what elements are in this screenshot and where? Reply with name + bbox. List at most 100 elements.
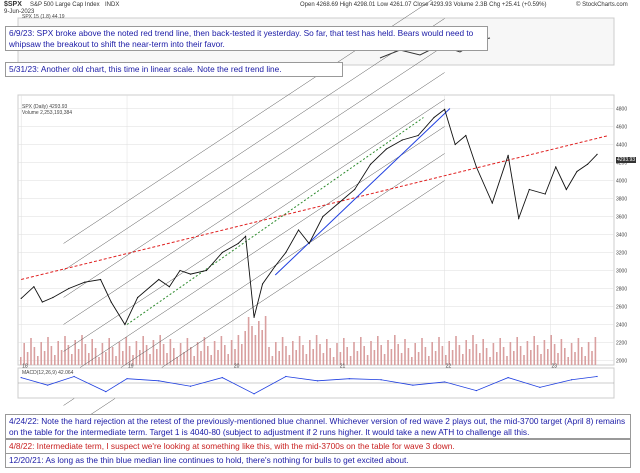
macd-point xyxy=(253,393,255,395)
volume-bar xyxy=(336,343,338,365)
volume-bar xyxy=(536,345,539,365)
volume-bar xyxy=(540,354,542,365)
volume-legend: Volume 2,253,193,384 xyxy=(22,110,73,116)
blue-median-line xyxy=(274,108,451,276)
volume-bar xyxy=(139,350,141,365)
price-tick-label: 2800 xyxy=(616,287,627,293)
macd-point xyxy=(20,376,22,379)
exchange-label: INDX xyxy=(105,2,120,8)
volume-bar xyxy=(298,336,301,365)
volume-bar xyxy=(560,339,563,365)
volume-bar xyxy=(258,321,260,365)
volume-bar xyxy=(37,356,39,365)
volume-bar xyxy=(179,343,182,365)
volume-bar xyxy=(271,356,274,365)
volume-bar xyxy=(370,341,372,365)
channel-line xyxy=(63,45,445,298)
volume-bar xyxy=(383,354,386,365)
note-12-20-21: 12/20/21: As long as the thin blue media… xyxy=(5,453,631,468)
price-tick-label: 4200 xyxy=(616,161,627,167)
price-point xyxy=(205,269,208,272)
price-point xyxy=(179,269,181,272)
volume-bar xyxy=(115,356,117,365)
price-tick-label: 2600 xyxy=(616,305,627,311)
volume-bar xyxy=(142,336,144,365)
volume-bar xyxy=(465,340,467,365)
macd-point xyxy=(412,384,414,386)
macd-point xyxy=(316,380,319,382)
volume-bar xyxy=(438,337,440,365)
macd-label: MACD(12,26,9) 42.064 xyxy=(22,370,74,376)
price-point xyxy=(41,301,43,303)
x-tick-label: 18 xyxy=(22,364,28,370)
macd-point xyxy=(380,379,382,381)
macd-point xyxy=(221,376,223,379)
price-point xyxy=(261,283,264,285)
volume-bar xyxy=(417,352,420,365)
volume-bar xyxy=(322,353,325,365)
volume-bar xyxy=(281,337,284,365)
price-point xyxy=(189,273,192,275)
channel-line xyxy=(63,18,445,271)
volume-bar xyxy=(254,335,257,365)
x-tick-label: 21 xyxy=(340,364,346,370)
price-point xyxy=(168,286,170,288)
volume-bar xyxy=(105,352,107,365)
price-tick-label: 2000 xyxy=(616,359,627,365)
volume-bar xyxy=(30,338,32,365)
macd-point xyxy=(348,378,350,380)
macd-point xyxy=(444,381,446,383)
price-series-line xyxy=(20,108,598,326)
macd-point xyxy=(539,386,541,388)
volume-bar xyxy=(190,347,192,365)
price-point xyxy=(385,148,387,150)
volume-bar xyxy=(411,357,413,365)
volume-bar xyxy=(496,352,498,365)
price-tick-label: 2200 xyxy=(616,341,627,347)
volume-bar xyxy=(156,349,158,365)
mini-panel-label: SPX 15 (1.8) 44.19 xyxy=(22,14,65,20)
index-name: S&P 500 Large Cap Index xyxy=(30,2,100,8)
volume-bar xyxy=(581,347,583,365)
volume-bar xyxy=(339,352,342,365)
x-tick-label: 22 xyxy=(446,364,452,370)
volume-bar xyxy=(543,340,546,365)
volume-bar xyxy=(88,353,90,365)
volume-bar xyxy=(441,346,444,365)
price-point xyxy=(245,235,247,237)
price-point xyxy=(253,316,255,318)
volume-bar xyxy=(448,341,450,365)
volume-bar xyxy=(278,351,280,365)
volume-bar xyxy=(472,335,474,365)
volume-bar xyxy=(516,337,518,365)
symbol-label: $SPX xyxy=(4,1,22,8)
volume-bar xyxy=(458,345,461,365)
volume-bar xyxy=(404,339,406,365)
volume-bar xyxy=(220,336,223,365)
volume-bar xyxy=(125,337,127,365)
volume-bar xyxy=(166,353,168,365)
volume-bar xyxy=(315,335,318,365)
volume-bar xyxy=(519,346,522,365)
price-point xyxy=(124,323,126,326)
volume-bar xyxy=(285,346,287,365)
volume-bar xyxy=(247,317,250,365)
volume-bar xyxy=(237,335,240,365)
macd-point xyxy=(285,375,287,378)
volume-bar xyxy=(468,349,471,365)
volume-bar xyxy=(363,346,365,365)
volume-bar xyxy=(326,339,328,365)
price-point xyxy=(137,296,139,299)
volume-bar xyxy=(159,335,161,365)
volume-bar xyxy=(173,348,175,365)
volume-bar xyxy=(485,348,488,365)
volume-bar xyxy=(329,348,331,365)
ohlc-readout: Open 4268.69 High 4298.01 Low 4261.07 Cl… xyxy=(300,2,547,8)
volume-bar xyxy=(547,349,549,365)
volume-bar xyxy=(108,338,110,365)
volume-bar xyxy=(557,353,559,365)
price-point xyxy=(274,265,276,267)
volume-bar xyxy=(366,355,369,365)
volume-bar xyxy=(193,356,195,365)
